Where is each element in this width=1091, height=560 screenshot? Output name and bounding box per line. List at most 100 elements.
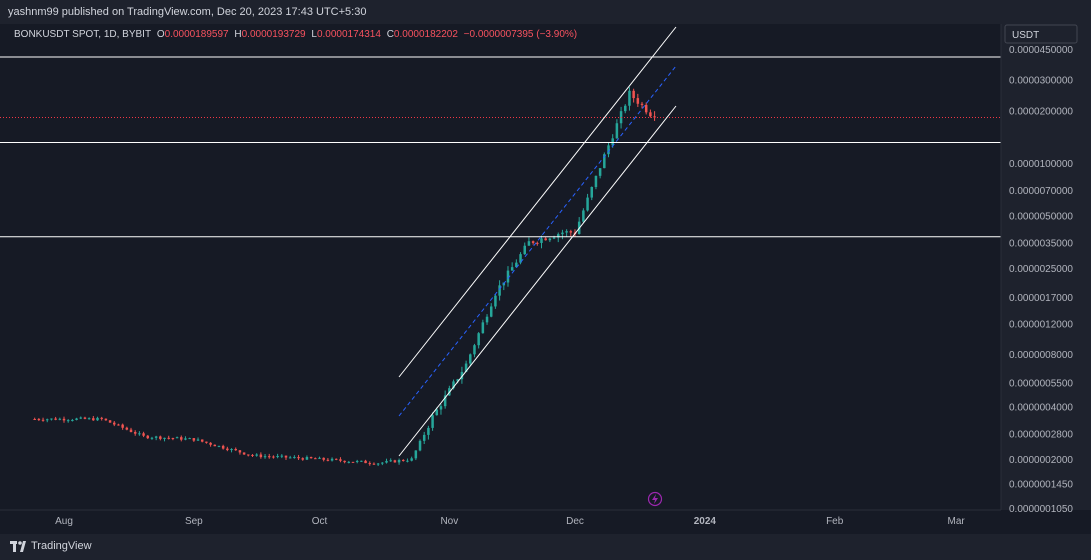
candle-up: [473, 345, 476, 355]
candle-down: [259, 454, 263, 458]
price-tick-label: 0.0000002800: [1009, 430, 1073, 441]
price-tick-label: 0.0000001050: [1009, 504, 1073, 515]
candle-down: [372, 463, 376, 465]
candle-up: [255, 454, 258, 456]
candle-up: [498, 285, 501, 296]
brand-label: TradingView: [31, 540, 92, 552]
candle-up: [355, 460, 359, 462]
candle-down: [146, 435, 150, 439]
candle-down: [531, 241, 535, 243]
candle-up: [318, 457, 321, 459]
candle-up: [263, 456, 267, 458]
candle-up: [510, 267, 514, 271]
high-label: H: [234, 29, 242, 40]
channel-lower-line: [398, 105, 677, 457]
candle-up: [288, 457, 292, 459]
candle-up: [414, 450, 418, 459]
price-tick-label: 0.0000200000: [1009, 106, 1073, 117]
candle-down: [33, 419, 36, 421]
candle-down: [364, 460, 367, 464]
top-bar: yashnm99 published on TradingView.com, D…: [0, 0, 1091, 24]
candle-down: [569, 231, 573, 233]
time-tick-label: Aug: [55, 516, 73, 527]
candle-down: [351, 461, 355, 463]
candle-down: [334, 458, 338, 460]
candle-down: [393, 460, 397, 463]
candle-up: [603, 154, 606, 169]
candle-down: [159, 436, 162, 439]
candle-up: [276, 456, 279, 458]
tradingview-brand[interactable]: TradingView: [10, 540, 92, 552]
candle-up: [582, 210, 585, 222]
candle-up: [561, 232, 564, 235]
candle-down: [41, 419, 45, 421]
candles-layer: [33, 87, 656, 467]
time-tick-label: Dec: [566, 516, 584, 527]
candle-down: [167, 437, 170, 439]
footer: TradingView: [0, 534, 1091, 560]
candle-up: [527, 241, 531, 246]
candle-up: [410, 458, 413, 461]
candle-up: [138, 433, 141, 435]
close-value: 0.0000182202: [393, 29, 458, 40]
candle-down: [108, 420, 112, 423]
candle-up: [389, 460, 392, 462]
candle-up: [489, 306, 493, 317]
candle-up: [406, 460, 409, 462]
price-tick-label: 0.0000300000: [1009, 76, 1073, 87]
candle-up: [79, 417, 83, 419]
candle-up: [293, 457, 296, 459]
candle-up: [477, 333, 480, 346]
candle-up: [58, 418, 62, 420]
currency-label: USDT: [1012, 30, 1039, 41]
candle-down: [200, 439, 204, 442]
ohlc-legend: BONKUSDT SPOT, 1D, BYBIT O0.0000189597 H…: [14, 29, 580, 40]
price-tick-label: 0.0000002000: [1009, 455, 1073, 466]
price-tick-label: 0.0000012000: [1009, 319, 1073, 330]
candle-down: [192, 438, 196, 441]
high-value: 0.0000193729: [241, 29, 306, 40]
candle-down: [368, 463, 372, 465]
candle-down: [301, 458, 305, 460]
lightning-icon: [647, 491, 663, 507]
candle-up: [75, 418, 78, 420]
candle-up: [418, 440, 422, 451]
candle-down: [209, 442, 212, 445]
candle-up: [381, 462, 384, 464]
candle-up: [469, 354, 472, 364]
candle-up: [431, 415, 434, 428]
candle-down: [226, 448, 229, 451]
price-tick-label: 0.0000025000: [1009, 264, 1073, 275]
candle-up: [154, 436, 158, 438]
candle-up: [347, 461, 351, 463]
candle-up: [464, 363, 468, 372]
price-tick-label: 0.0000001450: [1009, 480, 1073, 491]
candle-up: [590, 186, 594, 198]
candle-down: [83, 417, 87, 419]
candle-up: [217, 445, 221, 447]
price-tick-label: 0.0000017000: [1009, 293, 1073, 304]
candle-up: [435, 409, 439, 416]
publisher-info: yashnm99 published on TradingView.com, D…: [8, 6, 367, 18]
chart-area[interactable]: [0, 24, 1091, 534]
candle-up: [196, 439, 200, 441]
symbol-label[interactable]: BONKUSDT SPOT, 1D, BYBIT: [14, 29, 152, 40]
tradingview-logo-icon: [10, 540, 26, 552]
candle-down: [247, 454, 250, 456]
candle-down: [251, 454, 254, 456]
candle-down: [221, 445, 225, 449]
candle-down: [644, 104, 648, 113]
candle-up: [607, 145, 610, 155]
candle-up: [556, 234, 560, 238]
candle-down: [100, 417, 103, 419]
candle-down: [213, 444, 217, 447]
candle-down: [129, 429, 133, 433]
candle-up: [439, 406, 443, 410]
candle-up: [280, 455, 284, 457]
time-tick-label: Feb: [826, 516, 844, 527]
time-tick-label: 2024: [694, 516, 717, 527]
candle-down: [125, 427, 129, 430]
candle-up: [385, 460, 388, 463]
candle-up: [611, 138, 614, 146]
